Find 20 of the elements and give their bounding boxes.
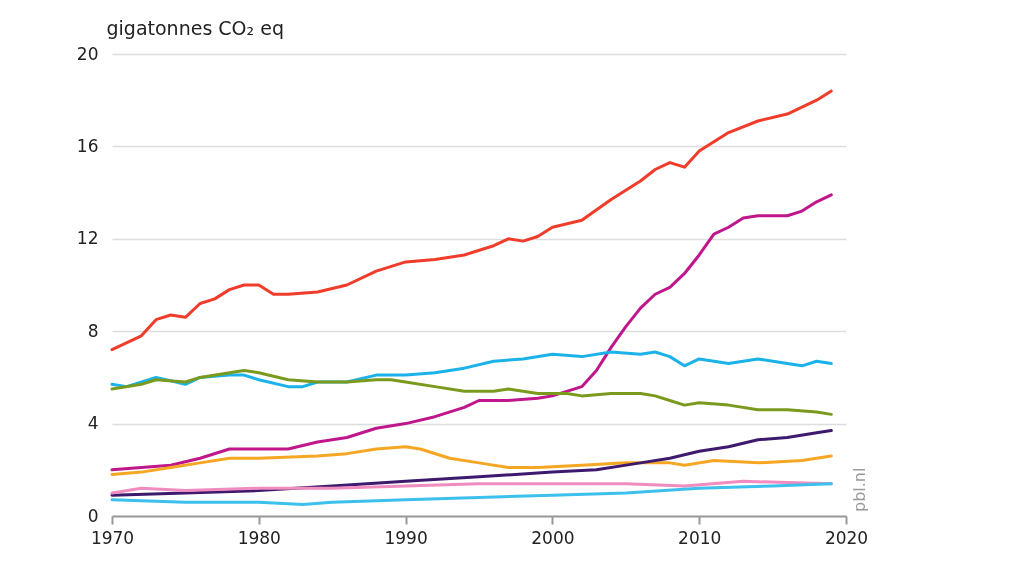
y-tick-label: 4	[87, 413, 99, 434]
x-tick-label: 2010	[678, 527, 722, 548]
x-tick-label: 2000	[531, 527, 575, 548]
y-tick-label: 16	[76, 135, 99, 156]
y-tick-label: 0	[87, 505, 99, 526]
y-tick-label: 20	[76, 43, 99, 64]
x-tick-label: 1980	[237, 527, 281, 548]
y-tick-label: 12	[76, 228, 99, 249]
line-series	[110, 193, 833, 472]
line-series	[110, 429, 833, 497]
text: pbl.nl	[850, 467, 869, 512]
y-axis-title: gigatonnes CO₂ eq	[106, 16, 284, 39]
x-tick-label: 1990	[384, 527, 428, 548]
y-tick-label: 8	[87, 320, 99, 341]
x-tick-label: 1970	[90, 527, 135, 548]
line-series	[110, 89, 833, 352]
line-series	[110, 482, 833, 506]
line-series	[110, 445, 833, 476]
x-tick-label: 2020	[824, 527, 869, 548]
line-series	[110, 368, 833, 416]
